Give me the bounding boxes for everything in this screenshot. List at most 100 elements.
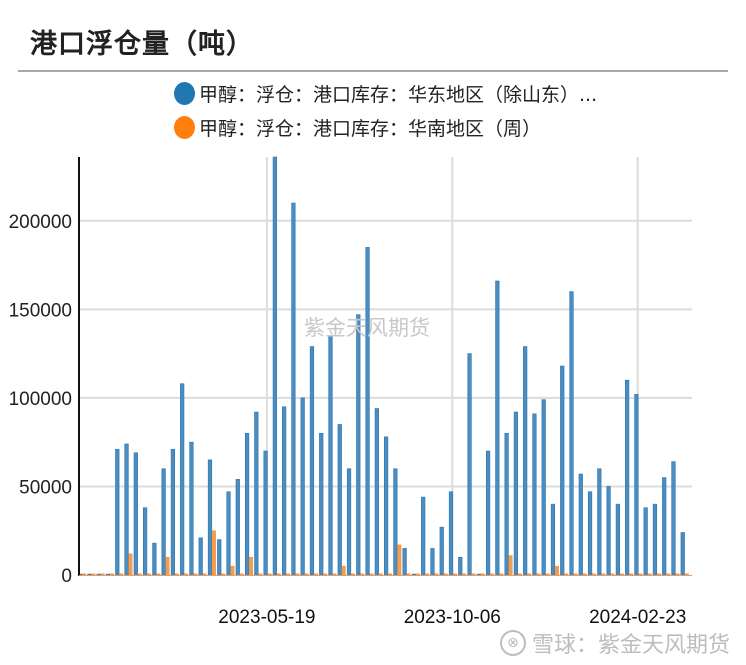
bar-south-china [304, 573, 309, 576]
bar-east-china [226, 491, 231, 576]
bar-south-china [248, 557, 253, 576]
bar-south-china [527, 573, 532, 576]
bar-east-china [356, 314, 361, 576]
y-tick-label: 0 [61, 566, 72, 587]
x-tick-label: 2023-05-19 [218, 607, 315, 628]
legend-dot-orange-icon [174, 115, 195, 139]
bar-east-china [615, 503, 620, 576]
bar-east-china [263, 450, 268, 576]
bar-south-china [647, 573, 652, 576]
bar-east-china [393, 468, 398, 576]
bar-east-china [430, 548, 435, 576]
bar-east-china [96, 573, 101, 576]
bar-east-china [550, 503, 556, 576]
bar-south-china [165, 557, 170, 576]
bar-east-china [337, 424, 342, 576]
bar-south-china [452, 573, 457, 576]
bar-south-china [258, 573, 263, 576]
bar-south-china [276, 573, 281, 576]
bar-south-china [619, 573, 624, 576]
bar-east-china [170, 448, 176, 576]
bar-south-china [378, 573, 383, 576]
bar-east-china [513, 411, 518, 576]
bar-east-china [411, 573, 417, 576]
bar-east-china [207, 459, 213, 576]
bar-south-china [462, 573, 467, 576]
bar-east-china [161, 468, 166, 576]
bar-east-china [625, 379, 630, 576]
bar-south-china [489, 573, 494, 576]
bar-south-china [564, 573, 569, 576]
bar-south-china [480, 573, 485, 576]
bar-south-china [119, 573, 124, 576]
bar-east-china [328, 335, 333, 576]
bar-south-china [443, 573, 448, 576]
bar-south-china [415, 573, 420, 576]
bar-east-china [115, 448, 120, 576]
bar-east-china [587, 491, 593, 576]
chart-title: 港口浮仓量（吨） [30, 29, 254, 60]
bar-south-china [425, 573, 430, 576]
bar-south-china [397, 544, 402, 576]
bar-east-china [87, 573, 92, 576]
bar-east-china [606, 486, 611, 576]
y-tick-label: 150000 [9, 300, 72, 321]
bar-east-china [504, 433, 509, 576]
bar-east-china [384, 436, 389, 576]
bar-south-china [230, 565, 235, 576]
bar-south-china [109, 573, 114, 576]
bar-south-china [536, 573, 541, 576]
bar-east-china [652, 503, 658, 576]
bar-south-china [369, 573, 374, 576]
bar-south-china [554, 565, 559, 576]
bar-south-china [193, 573, 198, 576]
bar-south-china [221, 573, 226, 576]
bar-east-china [671, 461, 676, 576]
bar-south-china [211, 530, 216, 576]
legend-dot-blue-icon [174, 81, 195, 105]
bar-south-china [656, 573, 661, 576]
bar-east-china [402, 548, 407, 576]
bar-south-china [350, 573, 355, 576]
bar-east-china [282, 406, 287, 576]
bar-east-china [217, 539, 222, 576]
bar-south-china [388, 573, 393, 576]
bar-south-china [313, 573, 318, 576]
bar-east-china [319, 433, 324, 576]
x-tick-label: 2023-10-06 [404, 607, 501, 628]
bar-east-china [643, 507, 648, 576]
bar-east-china [189, 441, 194, 576]
bar-east-china [680, 532, 685, 576]
bar-east-china [421, 496, 426, 576]
bar-east-china [198, 537, 203, 576]
bar-east-china [133, 452, 138, 576]
bar-east-china [560, 365, 565, 576]
bar-south-china [184, 573, 189, 576]
bar-south-china [174, 573, 179, 576]
bar-south-china [202, 573, 207, 576]
bar-south-china [573, 573, 578, 576]
bar-south-china [601, 573, 606, 576]
bar-east-china [485, 450, 491, 576]
bar-east-china [634, 394, 639, 576]
bar-south-china [91, 573, 96, 576]
legend-item-south-china[interactable]: 甲醇：浮仓：港口库存：华南地区（周） [174, 110, 597, 144]
bar-east-china [180, 383, 185, 576]
y-tick-label: 50000 [19, 477, 72, 498]
bar-east-china [569, 291, 574, 576]
bar-south-china [499, 573, 504, 576]
legend-item-east-china[interactable]: 甲醇：浮仓：港口库存：华东地区（除山东）... [174, 76, 597, 110]
bar-east-china [467, 353, 472, 576]
bar-south-china [128, 553, 133, 576]
bar-south-china [156, 573, 161, 576]
bar-south-china [434, 573, 439, 576]
bar-east-china [244, 433, 250, 576]
bar-east-china [124, 443, 129, 576]
bar-east-china [300, 397, 305, 576]
bar-south-china [508, 555, 513, 576]
legend-label: 甲醇：浮仓：港口库存：华东地区（除山东）... [199, 83, 598, 106]
bar-south-china [239, 573, 244, 576]
bar-south-china [675, 573, 680, 576]
watermark-center: 紫金天风期货 [304, 316, 430, 340]
